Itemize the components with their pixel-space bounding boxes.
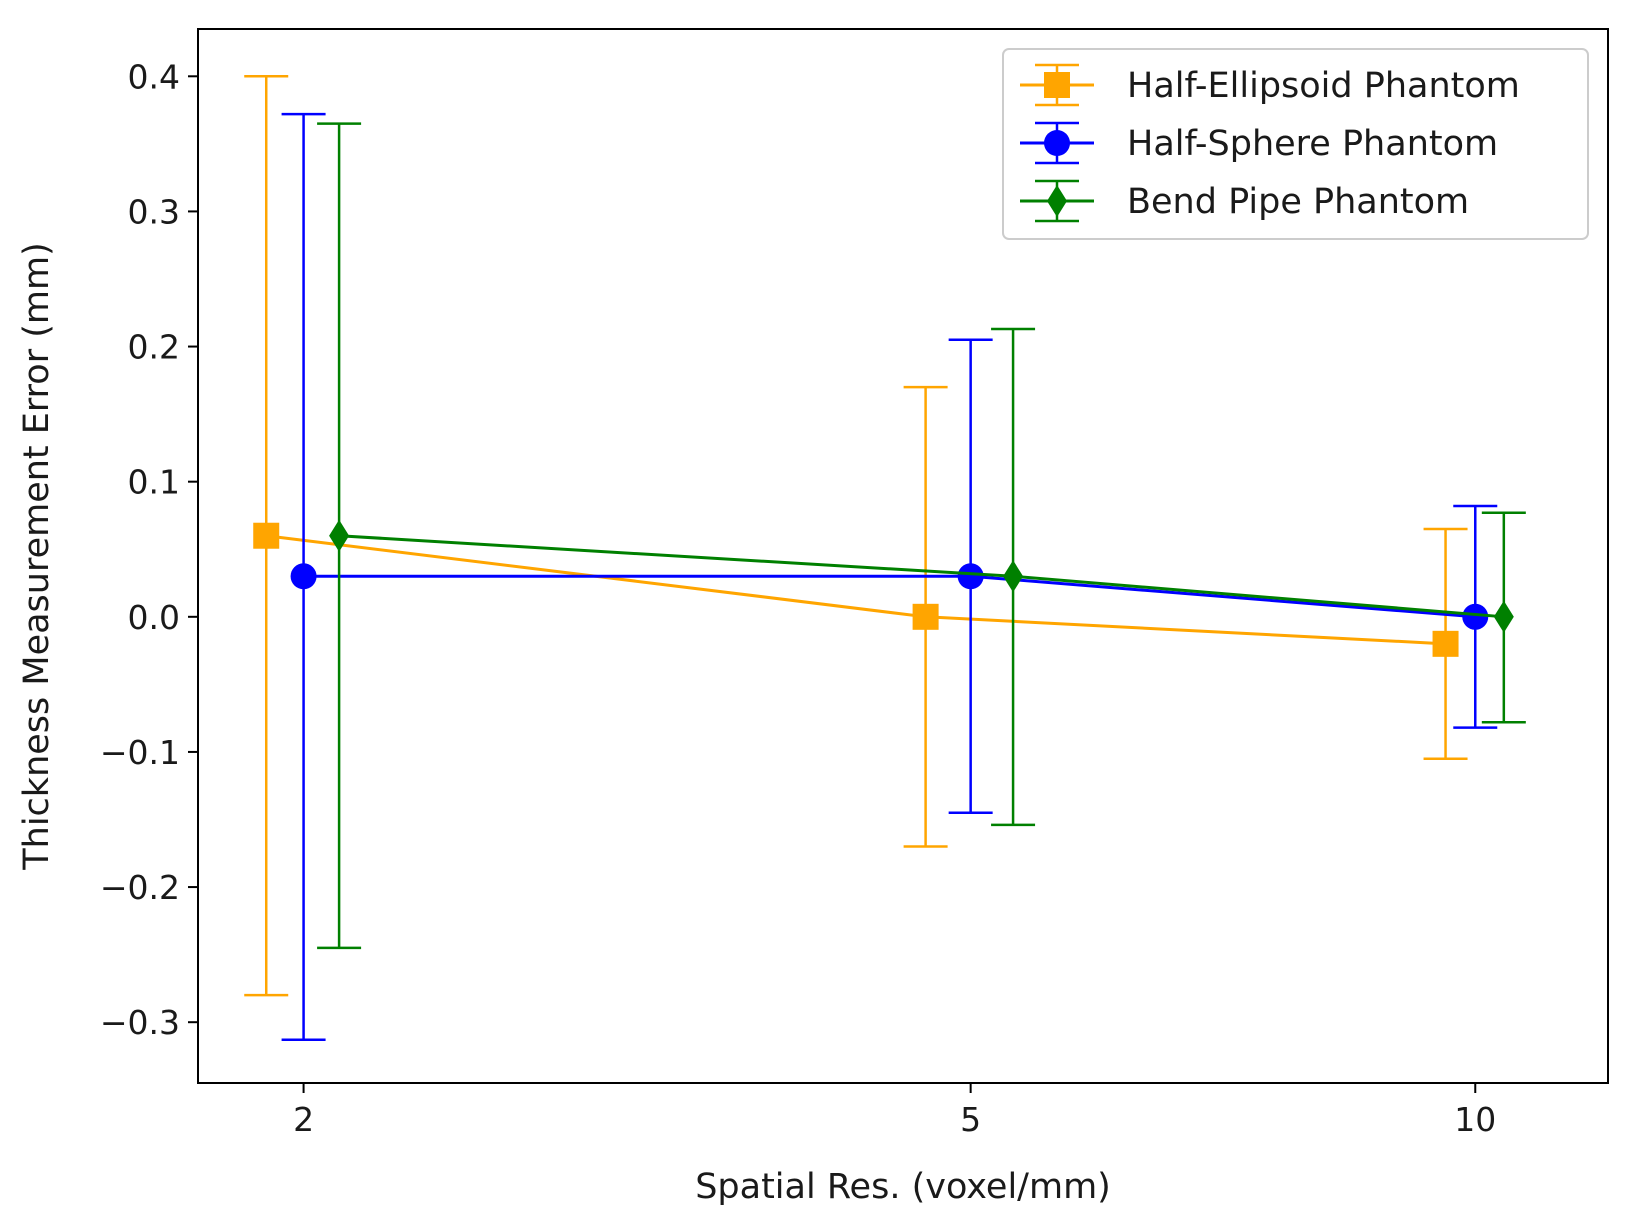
plot-frame — [197, 28, 1609, 1084]
y-axis-label: Thickness Measurement Error (mm) — [17, 242, 57, 870]
x-axis-label: Spatial Res. (voxel/mm) — [695, 1167, 1111, 1207]
data-point — [912, 603, 939, 630]
legend-label: Half-Ellipsoid Phantom — [1127, 66, 1520, 106]
y-tick-label: −0.1 — [100, 733, 180, 772]
x-tick-label: 2 — [293, 1100, 314, 1139]
legend-label: Half-Sphere Phantom — [1127, 124, 1498, 164]
data-point — [1003, 560, 1024, 593]
legend-box — [1002, 48, 1589, 240]
x-tick-label: 5 — [960, 1100, 981, 1139]
series-2 — [281, 112, 1498, 1042]
data-point — [290, 563, 317, 590]
data-point — [253, 522, 280, 549]
legend: Half-Ellipsoid Phantom Half-Sphere Phanto… — [1002, 48, 1589, 240]
y-tick-label: 0.1 — [128, 463, 180, 502]
y-tick-label: −0.3 — [100, 1003, 180, 1042]
data-point — [1432, 630, 1459, 657]
series-layer — [244, 75, 1526, 1042]
data-point — [957, 563, 984, 590]
x-tick-label: 10 — [1454, 1100, 1496, 1139]
series-1 — [244, 75, 1468, 997]
y-tick-label: 0.4 — [128, 57, 180, 96]
legend-label: Bend Pipe Phantom — [1127, 182, 1469, 222]
y-tick-label: 0.2 — [128, 328, 180, 367]
series-3 — [317, 122, 1526, 950]
data-point — [329, 519, 350, 552]
y-tick-label: 0.3 — [128, 192, 180, 231]
data-point — [1462, 603, 1489, 630]
legend-entry: Half-Sphere Phantom — [1020, 121, 1498, 165]
legend-marker — [1044, 72, 1070, 98]
y-tick-label: 0.0 — [128, 598, 180, 637]
ticks-layer: −0.3 −0.2 −0.1 0.0 0.1 0.2 0.3 0.4 2 5 10 — [100, 57, 1496, 1139]
y-tick-label: −0.2 — [100, 868, 180, 907]
legend-marker — [1047, 185, 1067, 217]
legend-entry: Bend Pipe Phantom — [1020, 179, 1469, 223]
data-point — [1493, 600, 1514, 633]
legend-entry: Half-Ellipsoid Phantom — [1020, 63, 1520, 107]
legend-marker — [1044, 130, 1070, 156]
